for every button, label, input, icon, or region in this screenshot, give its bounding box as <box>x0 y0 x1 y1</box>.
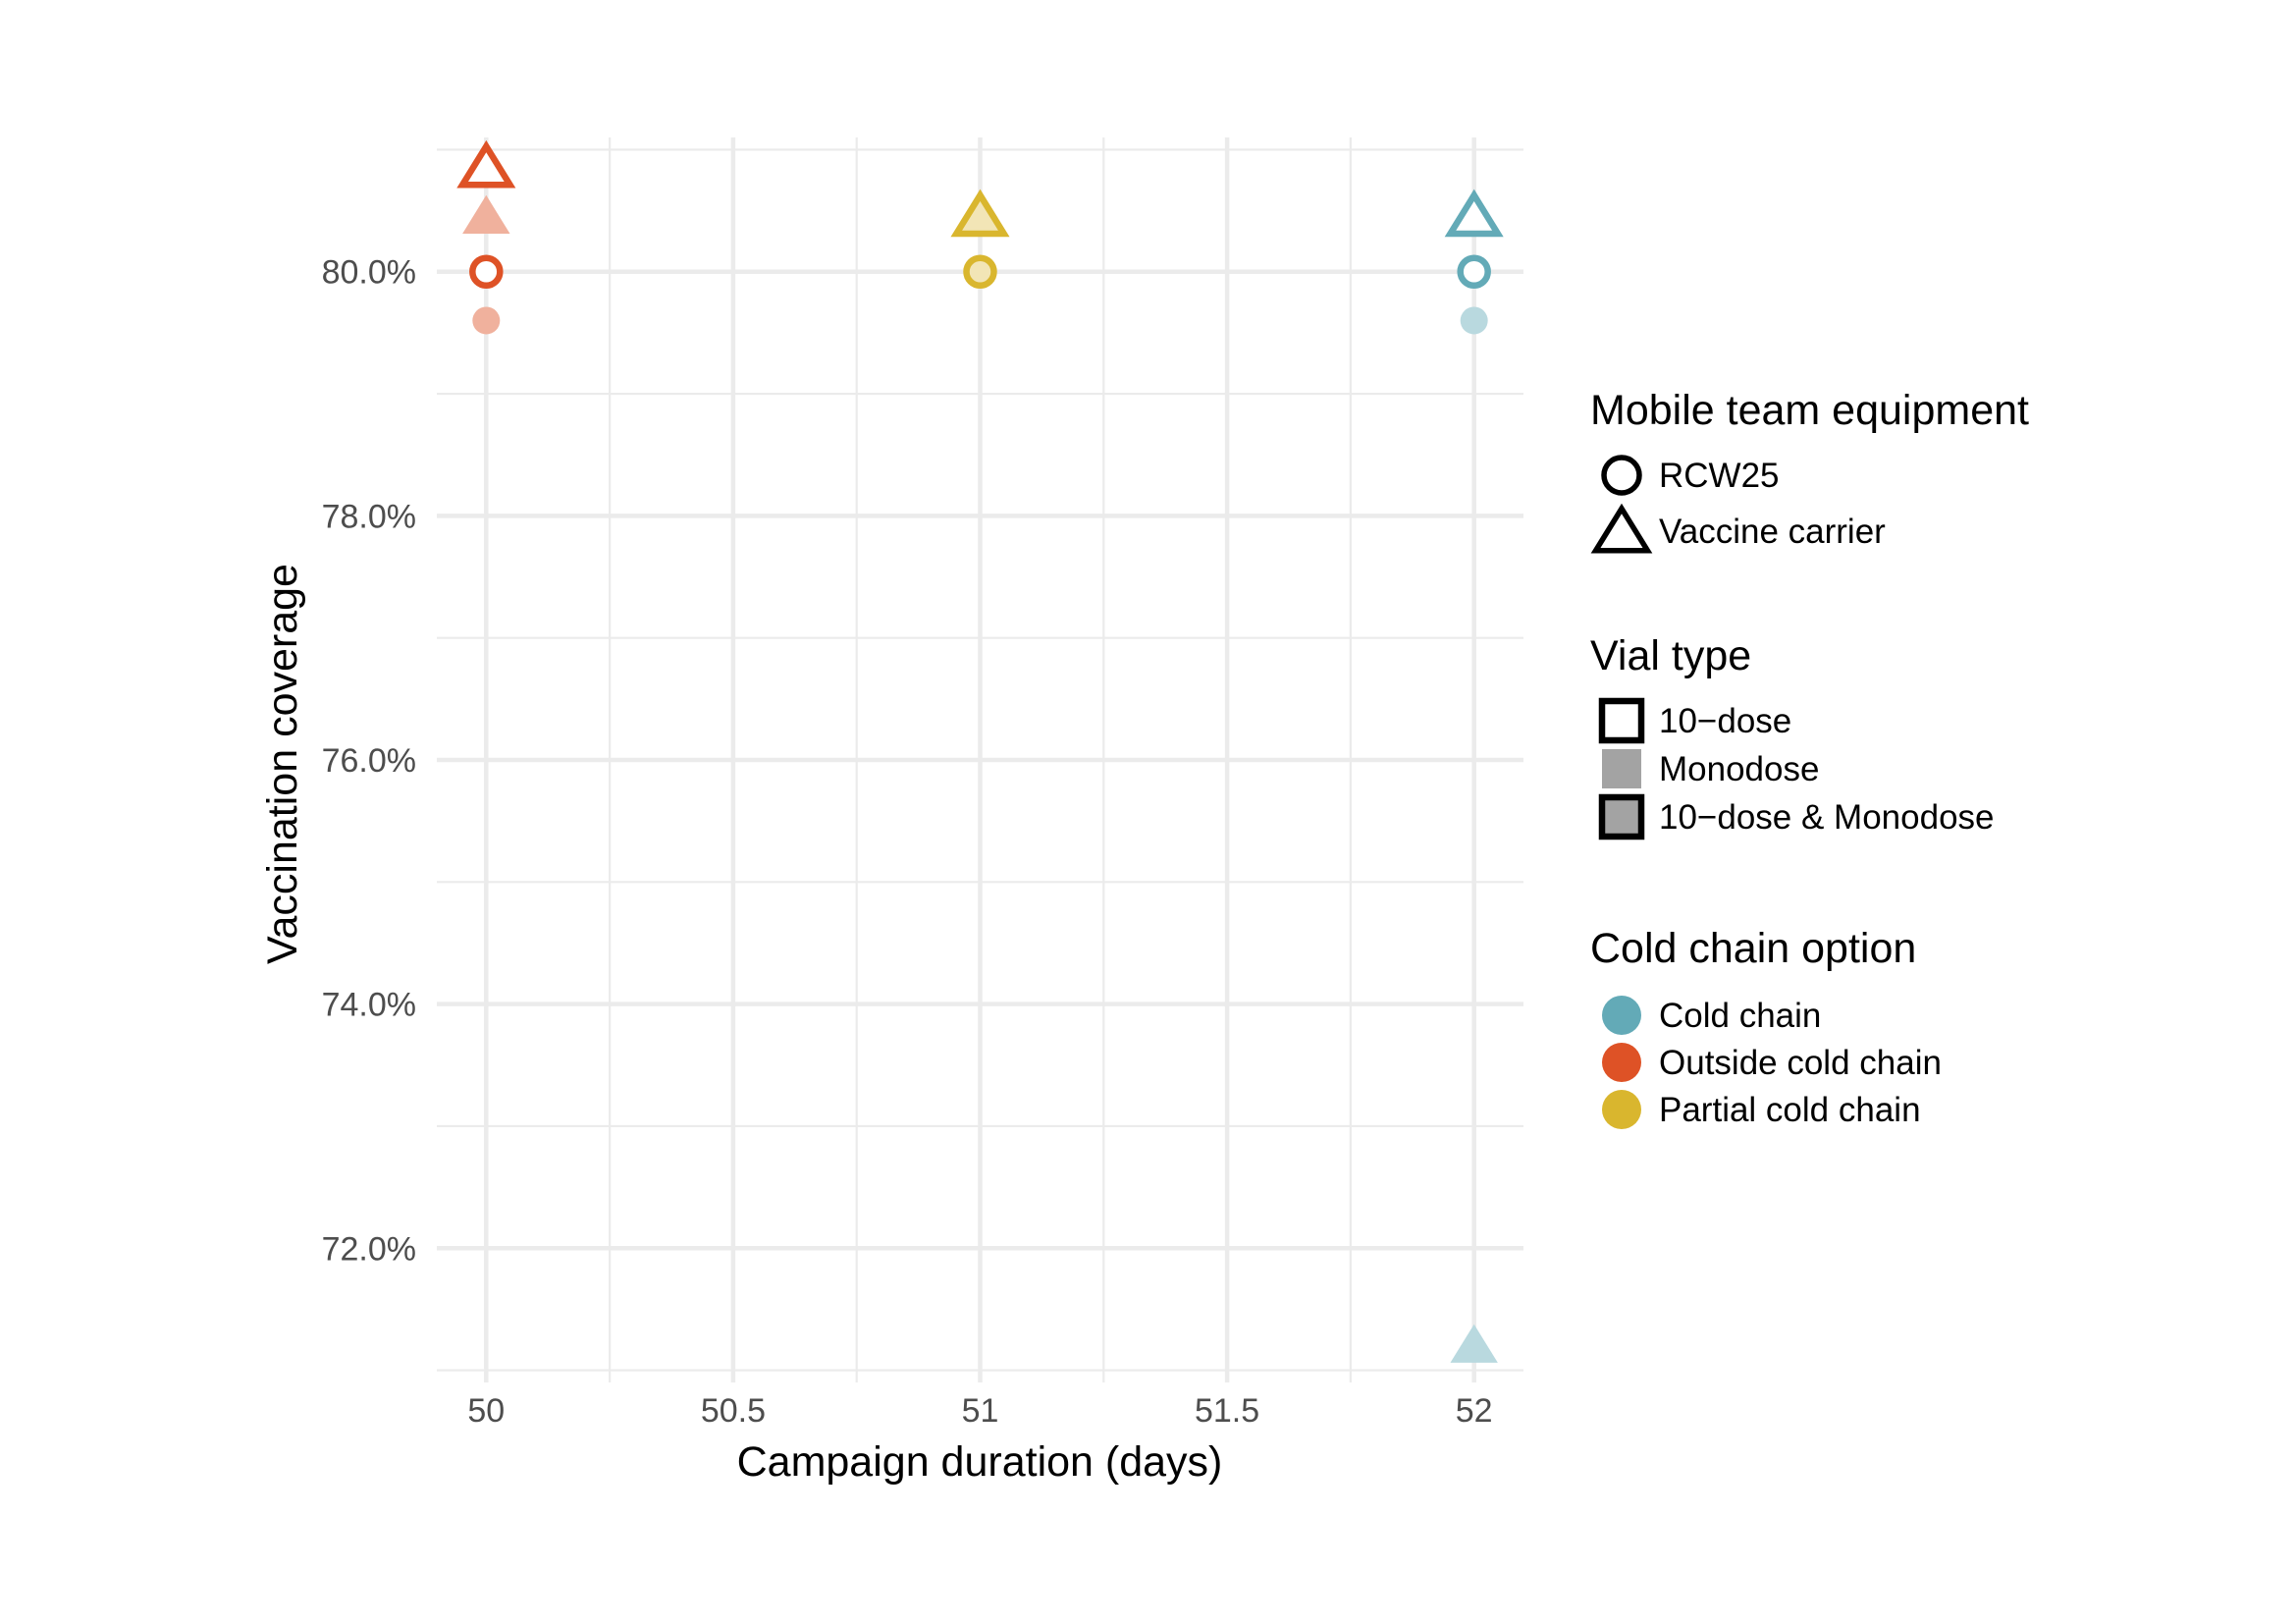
legend-key-circle-icon <box>1601 455 1642 496</box>
legend-key-square-icon <box>1602 749 1641 788</box>
triangle-point <box>462 194 510 234</box>
legend-title: Mobile team equipment <box>1590 387 2029 434</box>
triangle-point <box>1444 189 1504 238</box>
x-axis-title: Campaign duration (days) <box>737 1438 1223 1486</box>
x-axis-ticks: 50 50.5 51 51.5 52 <box>467 1392 1492 1430</box>
legend-group: Mobile team equipment RCW25 Vaccine carrie… <box>1590 387 2029 554</box>
legend-label: Partial cold chain <box>1659 1091 1921 1129</box>
y-tick-label: 72.0% <box>322 1230 416 1268</box>
y-tick-label: 78.0% <box>322 498 416 535</box>
legend-key-dot-icon <box>1602 1043 1641 1082</box>
legend-label: Monodose <box>1659 750 1819 788</box>
legend-label: 10−dose & Monodose <box>1659 798 1995 837</box>
x-tick-label: 51 <box>962 1392 999 1430</box>
y-tick-label: 74.0% <box>322 987 416 1024</box>
legend-title: Vial type <box>1590 632 1751 679</box>
x-tick-label: 51.5 <box>1195 1392 1259 1430</box>
legend-key-triangle-icon <box>1590 503 1653 554</box>
circle-point <box>1457 254 1491 289</box>
circle-point <box>472 306 501 335</box>
x-tick-label: 50 <box>467 1392 505 1430</box>
legend-label: RCW25 <box>1659 457 1780 495</box>
x-tick-label: 50.5 <box>701 1392 766 1430</box>
legend-group: Vial type 10−dose Monodose 10−dose & Monodo… <box>1590 632 1995 840</box>
y-axis-title: Vaccination coverage <box>259 564 306 964</box>
legend-label: Cold chain <box>1659 997 1821 1035</box>
triangle-point <box>950 189 1010 238</box>
grid <box>437 137 1523 1382</box>
triangle-point <box>1450 1324 1498 1363</box>
legend-label: 10−dose <box>1659 702 1791 740</box>
circle-point <box>1460 306 1488 335</box>
legend-key-square-icon <box>1598 793 1645 840</box>
data-points <box>456 139 1504 1363</box>
legend: Mobile team equipment RCW25 Vaccine carrie… <box>1590 387 2029 1129</box>
legend-key-square-icon <box>1598 697 1645 744</box>
circle-point <box>469 254 504 289</box>
legend-label: Outside cold chain <box>1659 1044 1942 1082</box>
y-axis-ticks: 72.0% 74.0% 76.0% 78.0% 80.0% <box>322 254 416 1269</box>
triangle-point <box>456 139 516 189</box>
legend-title: Cold chain option <box>1590 925 1916 972</box>
legend-key-dot-icon <box>1602 996 1641 1035</box>
legend-label: Vaccine carrier <box>1659 513 1886 551</box>
y-tick-label: 80.0% <box>322 254 416 292</box>
legend-key-dot-icon <box>1602 1090 1641 1129</box>
circle-point <box>963 254 997 289</box>
legend-group: Cold chain option Cold chain Outside cold … <box>1590 925 1942 1129</box>
x-tick-label: 52 <box>1456 1392 1493 1430</box>
y-tick-label: 76.0% <box>322 742 416 780</box>
